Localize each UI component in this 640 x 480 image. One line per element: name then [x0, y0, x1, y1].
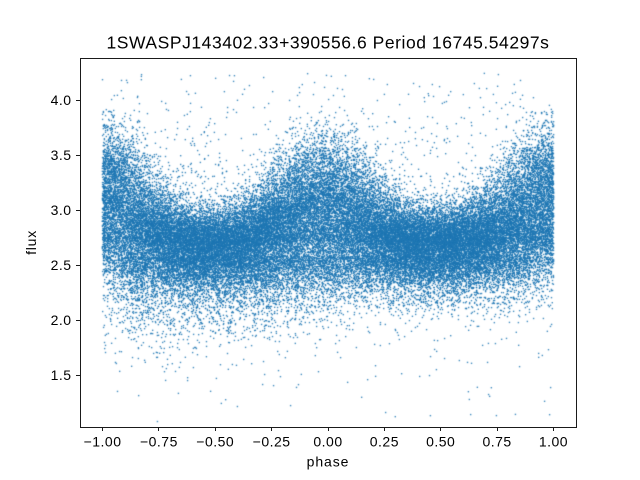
svg-text:flux: flux [23, 230, 39, 255]
svg-text:4.0: 4.0 [51, 92, 72, 108]
svg-text:phase: phase [307, 453, 350, 469]
svg-text:2.0: 2.0 [51, 312, 72, 328]
svg-text:−0.50: −0.50 [196, 433, 234, 449]
svg-text:0.00: 0.00 [313, 433, 342, 449]
svg-text:2.5: 2.5 [51, 257, 72, 273]
svg-text:−0.25: −0.25 [253, 433, 291, 449]
svg-text:1.00: 1.00 [539, 433, 568, 449]
svg-text:1.5: 1.5 [51, 367, 72, 383]
svg-text:0.75: 0.75 [482, 433, 511, 449]
svg-text:1SWASPJ143402.33+390556.6 Peri: 1SWASPJ143402.33+390556.6 Period 16745.5… [107, 33, 550, 53]
svg-text:−0.75: −0.75 [140, 433, 178, 449]
svg-text:3.5: 3.5 [51, 147, 72, 163]
svg-text:3.0: 3.0 [51, 202, 72, 218]
svg-text:−1.00: −1.00 [84, 433, 122, 449]
svg-text:0.50: 0.50 [426, 433, 455, 449]
svg-text:0.25: 0.25 [370, 433, 399, 449]
